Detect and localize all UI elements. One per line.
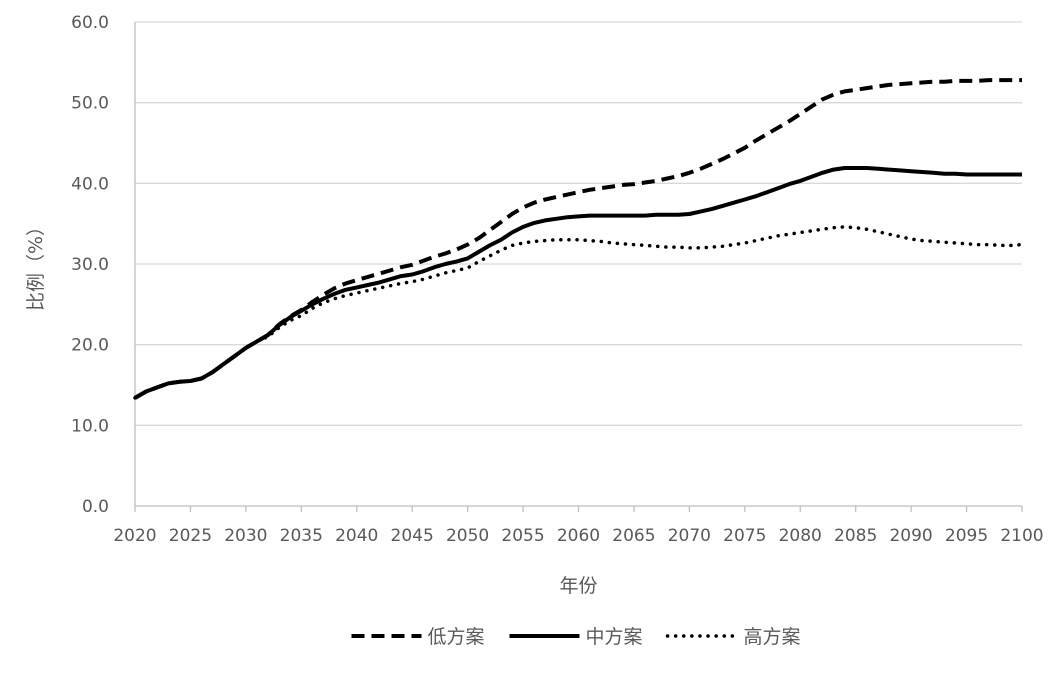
x-tick-label: 2075 — [723, 526, 766, 546]
x-tick-label: 2065 — [612, 526, 655, 546]
x-tick-label: 2020 — [113, 526, 156, 546]
x-tick-label: 2030 — [224, 526, 267, 546]
x-tick-label: 2100 — [1000, 526, 1043, 546]
gridlines — [135, 21, 1022, 426]
legend-item-solid: 中方案 — [509, 626, 643, 648]
y-tick-label: 10.0 — [71, 416, 109, 436]
legend-label: 高方案 — [744, 626, 801, 648]
x-tick-label: 2035 — [280, 526, 323, 546]
x-tick-label: 2095 — [945, 526, 988, 546]
legend: 低方案 中方案 高方案 — [351, 626, 801, 648]
x-tick-label: 2060 — [557, 526, 600, 546]
y-tick-label: 40.0 — [71, 174, 109, 194]
series-lines — [133, 78, 1024, 400]
x-tick-label: 2055 — [501, 526, 544, 546]
y-tick-label: 50.0 — [71, 94, 109, 114]
series-line-dotted — [133, 225, 1024, 400]
legend-item-dotted: 高方案 — [665, 626, 801, 648]
y-tick-label: 60.0 — [71, 13, 109, 33]
y-tick-label: 20.0 — [71, 336, 109, 356]
legend-label: 中方案 — [586, 626, 643, 648]
y-tick-label: 30.0 — [71, 255, 109, 275]
x-tick-label: 2090 — [889, 526, 932, 546]
x-tick-label: 2025 — [169, 526, 212, 546]
x-tick-label: 2080 — [779, 526, 822, 546]
x-tick-label: 2050 — [446, 526, 489, 546]
y-tick-label: 0.0 — [82, 497, 109, 517]
series-line-solid — [134, 166, 1022, 400]
y-axis-title: 比例（%） — [25, 217, 47, 311]
x-axis-title: 年份 — [559, 575, 597, 597]
axes: 0.0 10.0 20.0 30.0 40.0 50.0 60.0 2020 2025 2030 2… — [25, 13, 1044, 597]
legend-item-dashed: 低方案 — [351, 626, 485, 648]
x-tick-label: 2040 — [335, 526, 378, 546]
x-tick-label: 2070 — [668, 526, 711, 546]
x-tick-label: 2045 — [391, 526, 434, 546]
x-tick-label: 2085 — [834, 526, 877, 546]
legend-label: 低方案 — [428, 626, 485, 648]
